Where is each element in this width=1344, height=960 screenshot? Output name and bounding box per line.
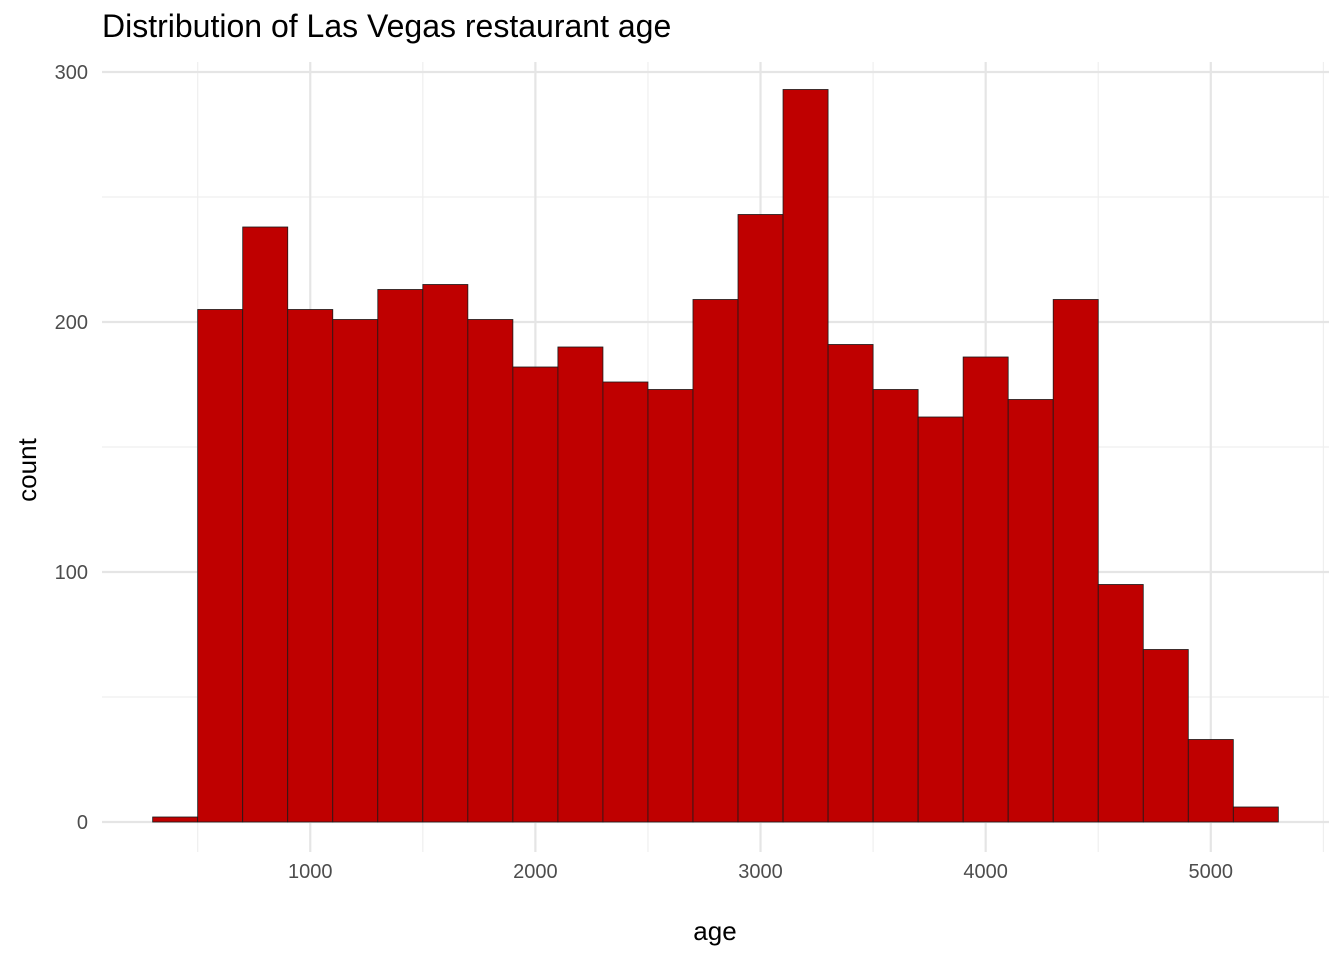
histogram-bar-17 xyxy=(917,416,964,823)
histogram-bar-14 xyxy=(782,89,829,823)
x-tick-label: 5000 xyxy=(1189,861,1234,883)
x-tick-label: 2000 xyxy=(513,861,558,883)
histogram-bar-18 xyxy=(962,356,1009,823)
histogram-bar-11 xyxy=(647,389,694,823)
histogram-bar-22 xyxy=(1142,649,1189,823)
histogram-bar-4 xyxy=(332,319,379,823)
y-axis-title: count xyxy=(12,437,42,501)
histogram-bar-19 xyxy=(1007,399,1054,823)
x-tick-label: 4000 xyxy=(963,861,1008,883)
histogram-bar-13 xyxy=(737,214,784,823)
histogram-bar-12 xyxy=(692,299,739,823)
x-tick-label: 3000 xyxy=(738,861,783,883)
histogram-bar-9 xyxy=(557,346,604,823)
y-tick-label: 100 xyxy=(55,562,88,584)
y-tick-label: 300 xyxy=(55,62,88,84)
histogram-bar-7 xyxy=(467,319,514,823)
histogram-bar-3 xyxy=(287,309,334,823)
y-axis-ticks: 0 100 200 300 xyxy=(55,62,88,834)
chart-title: Distribution of Las Vegas restaurant age xyxy=(102,8,672,44)
x-axis-title: age xyxy=(693,916,736,946)
x-axis-ticks: 1000 2000 3000 4000 5000 xyxy=(288,861,1233,883)
histogram-bar-6 xyxy=(422,284,469,823)
x-tick-label: 1000 xyxy=(288,861,333,883)
y-tick-label: 200 xyxy=(55,312,88,334)
histogram-bar-2 xyxy=(242,226,289,823)
histogram-bar-21 xyxy=(1097,584,1144,823)
histogram-bar-8 xyxy=(512,366,559,823)
histogram-bars xyxy=(152,89,1279,823)
histogram-bar-0 xyxy=(152,816,199,823)
histogram-bar-20 xyxy=(1052,299,1099,823)
histogram-bar-5 xyxy=(377,289,424,823)
histogram-bar-23 xyxy=(1187,739,1234,823)
y-tick-label: 0 xyxy=(77,812,88,834)
histogram-bar-1 xyxy=(197,309,244,823)
histogram-bar-10 xyxy=(602,381,649,823)
histogram-bar-16 xyxy=(872,389,919,823)
histogram-bar-24 xyxy=(1232,806,1279,823)
histogram-bar-15 xyxy=(827,344,874,823)
